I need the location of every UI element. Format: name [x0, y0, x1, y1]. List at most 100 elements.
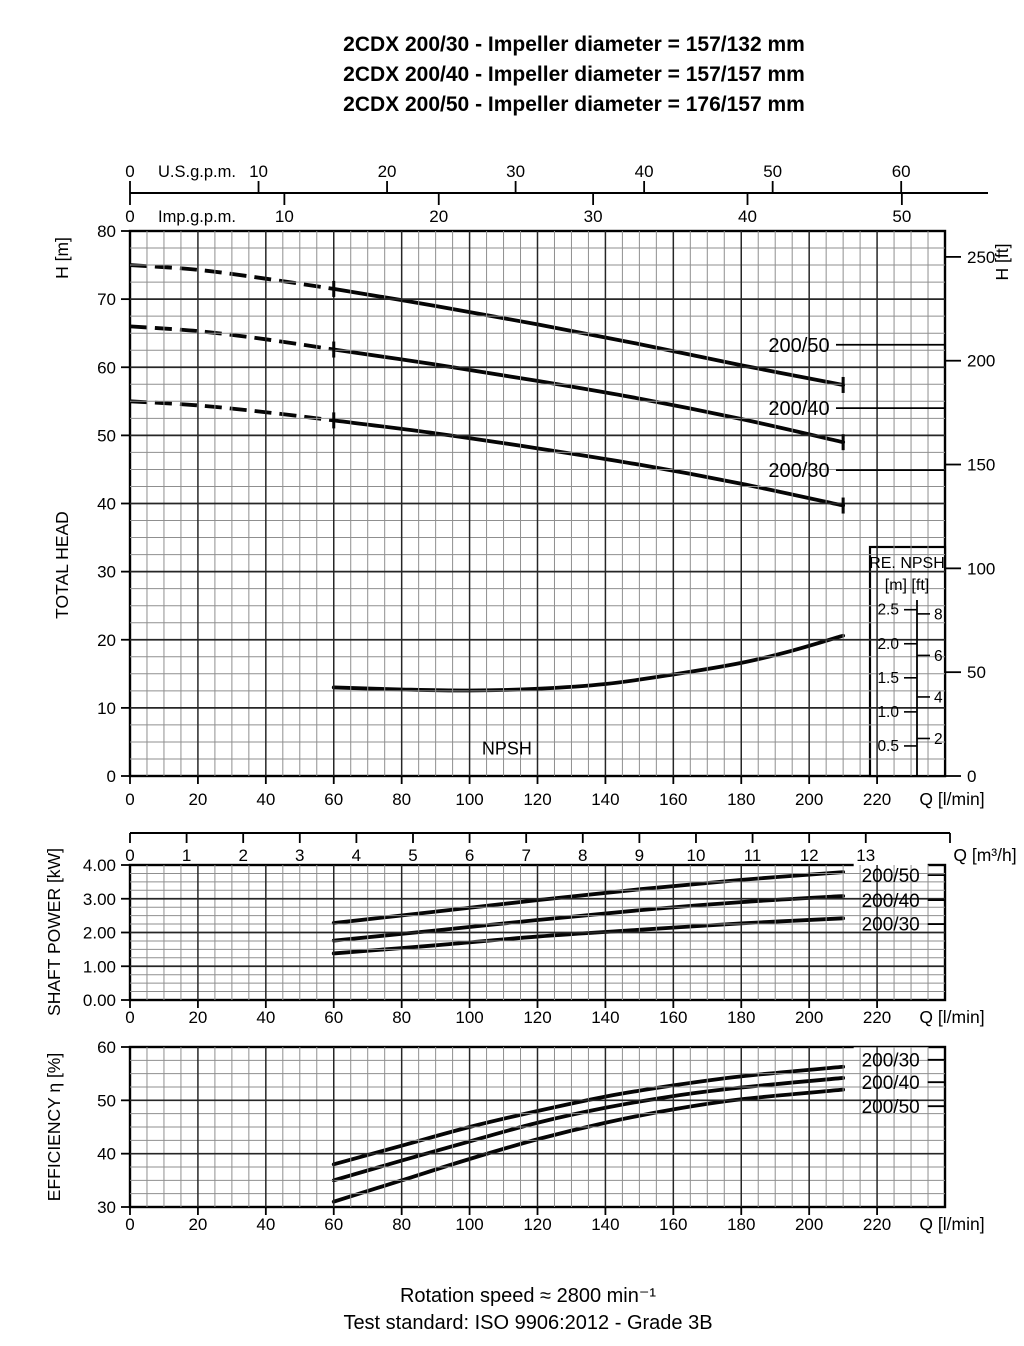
- m3h-tick-label: 5: [408, 846, 417, 865]
- total_head-x-tick-label: 140: [591, 790, 619, 809]
- shaft_power-x-tick-label: 200: [795, 1008, 823, 1027]
- efficiency-x-tick-label: 0: [125, 1215, 134, 1234]
- m3h-tick-label: 7: [521, 846, 530, 865]
- m3h-tick-label: 6: [465, 846, 474, 865]
- m3h-tick-label: 8: [578, 846, 587, 865]
- curve-label-200-30: 200/30: [862, 1050, 920, 1071]
- us-gpm-tick-label: 40: [635, 162, 654, 181]
- curve-label-200-50: 200/50: [862, 1097, 920, 1118]
- us-gpm-tick-label: 0: [125, 162, 134, 181]
- curve-label-200-40: 200/40: [862, 1073, 920, 1094]
- curve-label-box: [761, 457, 836, 484]
- npsh-ft-tick-label: 6: [934, 648, 943, 665]
- us-gpm-tick-label: 30: [506, 162, 525, 181]
- total_head-y-tick-label: 80: [97, 222, 116, 241]
- total_head-x-tick-label: 40: [256, 790, 275, 809]
- efficiency-x-tick-label: 140: [591, 1215, 619, 1234]
- m3h-tick-label: 4: [352, 846, 361, 865]
- imp-gpm-tick-label: 50: [892, 207, 911, 226]
- chart-total_head: [128, 229, 947, 778]
- npsh-inset-box: [868, 545, 947, 778]
- npsh-m-tick-label: 0.5: [877, 738, 899, 755]
- efficiency-y-tick-label: 40: [97, 1145, 116, 1164]
- total_head-x-axis-unit-label: Q [l/min]: [919, 789, 984, 809]
- shaft_power-y-tick-label: 4.00: [83, 856, 116, 875]
- shaft_power-x-axis-unit-label: Q [l/min]: [919, 1007, 984, 1027]
- m3h-axis-unit-label: Q [m³/h]: [953, 845, 1016, 865]
- total_head-y-tick-label: 50: [97, 426, 116, 445]
- total_head-y-tick-label: 30: [97, 563, 116, 582]
- ft-tick-label: 150: [967, 456, 995, 475]
- curve-label-box: [761, 395, 836, 422]
- total_head-x-tick-label: 120: [523, 790, 551, 809]
- imp-gpm-axis-label: Imp.g.p.m.: [158, 208, 236, 226]
- curve-label-200-30: 200/30: [862, 915, 920, 936]
- us-gpm-tick-label: 10: [249, 162, 268, 181]
- curve-label-200-50: 200/50: [862, 866, 920, 887]
- m3h-tick-label: 3: [295, 846, 304, 865]
- imp-gpm-tick-label: 20: [429, 207, 448, 226]
- efficiency-y-tick-label: 60: [97, 1038, 116, 1057]
- npsh-ft-tick-label: 4: [934, 689, 943, 706]
- npsh-m-tick-label: 2.0: [877, 636, 899, 653]
- m3h-tick-label: 10: [687, 846, 706, 865]
- test-standard-note: Test standard: ISO 9906:2012 - Grade 3B: [343, 1312, 713, 1334]
- shaft_power-y-tick-label: 3.00: [83, 890, 116, 909]
- m3h-tick-label: 11: [744, 846, 762, 865]
- shaft_power-x-tick-label: 220: [863, 1008, 891, 1027]
- m3h-tick-label: 13: [856, 846, 875, 865]
- shaft_power-x-tick-label: 140: [591, 1008, 619, 1027]
- shaft_power-x-tick-label: 80: [392, 1008, 411, 1027]
- curve-label-box: [853, 1093, 928, 1119]
- total_head-x-tick-label: 100: [455, 790, 483, 809]
- shaft_power-y-tick-label: 2.00: [83, 924, 116, 943]
- footer-block: Rotation speed ≈ 2800 min⁻¹ Test standar…: [28, 1283, 1024, 1337]
- us-gpm-tick-label: 20: [378, 162, 397, 181]
- y-axis-title-efficiency: EFFICIENCY η [%]: [44, 1053, 64, 1201]
- y-axis-title-total-head: TOTAL HEAD: [52, 511, 72, 619]
- total_head-y-tick-label: 20: [97, 631, 116, 650]
- curve-label-200-30: 200/30: [768, 460, 829, 482]
- curve-label-npsh: NPSH: [482, 738, 532, 758]
- shaft_power-x-tick-label: 0: [125, 1008, 134, 1027]
- imp-gpm-tick-label: 10: [275, 207, 294, 226]
- shaft_power-x-tick-label: 160: [659, 1008, 687, 1027]
- ft-tick-label: 250: [967, 248, 995, 267]
- efficiency-y-tick-label: 50: [97, 1091, 116, 1110]
- npsh-inset-title: RE. NPSH: [869, 555, 945, 572]
- total_head-y-tick-label: 0: [107, 767, 116, 786]
- curve-label-box: [853, 887, 928, 913]
- efficiency-x-axis-unit-label: Q [l/min]: [919, 1214, 984, 1234]
- ft-tick-label: 50: [967, 663, 986, 682]
- shaft_power-y-tick-label: 0.00: [83, 991, 116, 1010]
- curve-label-box: [853, 1047, 928, 1073]
- us-gpm-tick-label: 50: [763, 162, 782, 181]
- efficiency-x-tick-label: 20: [188, 1215, 207, 1234]
- efficiency-x-tick-label: 160: [659, 1215, 687, 1234]
- shaft_power-y-tick-label: 1.00: [83, 957, 116, 976]
- title-line-1: 2CDX 200/30 - Impeller diameter = 157/13…: [343, 33, 805, 56]
- efficiency-y-tick-label: 30: [97, 1198, 116, 1217]
- efficiency-x-tick-label: 40: [256, 1215, 275, 1234]
- total_head-x-tick-label: 220: [863, 790, 891, 809]
- efficiency-x-tick-label: 100: [455, 1215, 483, 1234]
- title-line-2: 2CDX 200/40 - Impeller diameter = 157/15…: [343, 63, 805, 86]
- ft-tick-label: 100: [967, 559, 995, 578]
- us-gpm-axis-label: U.S.g.p.m.: [158, 163, 236, 181]
- shaft_power-x-tick-label: 20: [188, 1008, 207, 1027]
- total_head-x-tick-label: 180: [727, 790, 755, 809]
- imp-gpm-tick-label: 30: [584, 207, 603, 226]
- us-gpm-tick-label: 60: [892, 162, 911, 181]
- y-axis-title-h-m-: H [m]: [52, 237, 72, 279]
- shaft_power-x-tick-label: 120: [523, 1008, 551, 1027]
- m3h-tick-label: 2: [238, 846, 247, 865]
- m3h-tick-label: 12: [800, 846, 819, 865]
- curve-label-200-40: 200/40: [862, 891, 920, 912]
- total_head-x-tick-label: 200: [795, 790, 823, 809]
- shaft_power-x-tick-label: 60: [324, 1008, 343, 1027]
- total_head-y-tick-label: 70: [97, 290, 116, 309]
- efficiency-x-tick-label: 60: [324, 1215, 343, 1234]
- imp-gpm-tick-label: 40: [738, 207, 757, 226]
